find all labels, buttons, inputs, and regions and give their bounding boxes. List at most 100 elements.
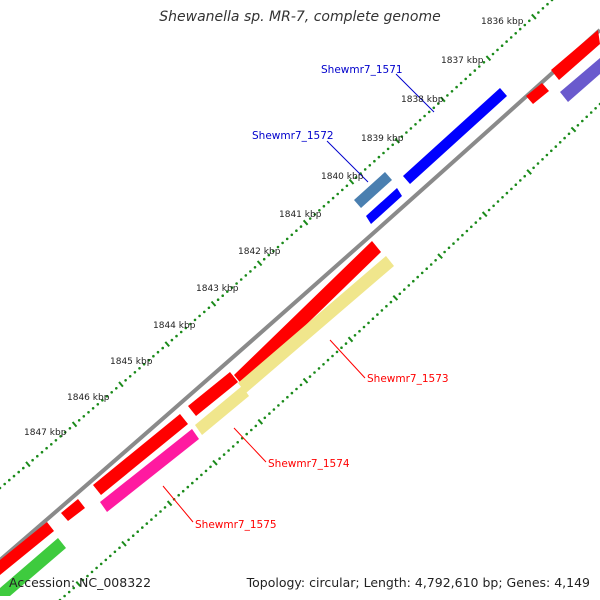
minor-tick-dot bbox=[340, 346, 343, 350]
minor-tick-dot bbox=[177, 493, 180, 497]
tick-label: 1841 kbp bbox=[279, 210, 322, 220]
gene-label-1575[interactable]: Shewmr7_1575 bbox=[195, 519, 277, 531]
minor-tick-dot bbox=[272, 408, 276, 411]
minor-tick-dot bbox=[368, 164, 372, 167]
tick-label: 1847 kbp bbox=[24, 428, 67, 438]
minor-tick-dot bbox=[505, 191, 509, 195]
minor-tick-dot bbox=[110, 391, 113, 394]
minor-tick-dot bbox=[537, 11, 540, 14]
minor-tick-dot bbox=[147, 358, 151, 362]
gene-label-1572[interactable]: Shewmr7_1572 bbox=[252, 130, 334, 142]
gene-reverse-middle[interactable] bbox=[188, 372, 238, 416]
gene-reverse-green[interactable] bbox=[0, 538, 66, 596]
minor-tick-dot bbox=[492, 204, 495, 208]
gene-reverse-1574-khaki[interactable] bbox=[195, 386, 249, 435]
minor-tick-dot bbox=[67, 590, 71, 594]
minor-tick-dot bbox=[204, 469, 208, 473]
minor-tick-dot bbox=[295, 387, 298, 391]
minor-tick-dot bbox=[138, 367, 141, 370]
minor-tick-dot bbox=[465, 229, 469, 233]
minor-tick-dot bbox=[124, 379, 127, 382]
minor-tick-dot bbox=[245, 432, 248, 436]
minor-tick-dot bbox=[487, 208, 491, 212]
major-tick-mark bbox=[394, 137, 400, 144]
minor-tick-dot bbox=[514, 32, 517, 35]
minor-tick-dot bbox=[335, 350, 339, 354]
minor-tick-dot bbox=[218, 457, 221, 460]
minor-tick-dot bbox=[313, 371, 316, 374]
minor-tick-dot bbox=[567, 132, 571, 136]
minor-tick-dot bbox=[376, 313, 379, 316]
minor-tick-dot bbox=[541, 158, 544, 161]
minor-tick-dot bbox=[550, 149, 553, 153]
minor-tick-dot bbox=[505, 40, 508, 43]
gene-reverse-1574[interactable] bbox=[93, 414, 188, 495]
gene-reverse-bottom-left[interactable] bbox=[0, 522, 54, 575]
gene-reverse-top-right-2[interactable] bbox=[526, 83, 549, 104]
minor-tick-dot bbox=[227, 449, 230, 452]
minor-tick-dot bbox=[456, 238, 460, 241]
minor-tick-dot bbox=[500, 44, 504, 47]
minor-tick-dot bbox=[262, 257, 266, 261]
gene-forward-1572-block[interactable] bbox=[354, 172, 392, 208]
minor-tick-dot bbox=[290, 233, 294, 237]
minor-tick-dot bbox=[91, 407, 95, 410]
minor-tick-dot bbox=[272, 249, 275, 253]
minor-tick-dot bbox=[416, 275, 420, 279]
minor-tick-dot bbox=[418, 118, 422, 122]
tick-label: 1838 kbp bbox=[401, 95, 444, 105]
minor-tick-dot bbox=[186, 485, 190, 489]
outer-tick-dots bbox=[0, 0, 554, 490]
minor-tick-dot bbox=[200, 473, 203, 477]
minor-tick-dot bbox=[447, 246, 451, 250]
gene-reverse-1573[interactable] bbox=[234, 241, 381, 386]
gene-labels: Shewmr7_1571 Shewmr7_1572 Shewmr7_1573 S… bbox=[195, 64, 449, 531]
gene-reverse-top-right-1[interactable] bbox=[551, 30, 600, 80]
minor-tick-dot bbox=[437, 102, 440, 105]
minor-tick-dot bbox=[161, 346, 164, 350]
minor-tick-dot bbox=[299, 225, 303, 228]
minor-tick-dot bbox=[523, 23, 527, 27]
gene-forward-1571-arrow[interactable] bbox=[403, 88, 507, 184]
minor-tick-dot bbox=[191, 481, 194, 485]
gene-label-1574[interactable]: Shewmr7_1574 bbox=[268, 458, 350, 470]
gene-reverse-small[interactable] bbox=[61, 499, 85, 521]
tick-label: 1836 kbp bbox=[481, 17, 524, 27]
minor-tick-dot bbox=[405, 131, 408, 134]
minor-tick-dot bbox=[209, 465, 212, 469]
gene-label-1573[interactable]: Shewmr7_1573 bbox=[367, 373, 449, 385]
minor-tick-dot bbox=[175, 334, 178, 338]
gene-reverse-1575[interactable] bbox=[100, 429, 199, 512]
minor-tick-dot bbox=[268, 412, 271, 415]
minor-tick-dot bbox=[398, 292, 402, 296]
gene-label-1571[interactable]: Shewmr7_1571 bbox=[321, 64, 403, 76]
minor-tick-dot bbox=[101, 399, 104, 402]
minor-tick-dot bbox=[131, 534, 135, 537]
minor-tick-dot bbox=[358, 329, 361, 333]
minor-tick-dot bbox=[22, 466, 25, 470]
label-leaders bbox=[162, 73, 435, 523]
gene-reverse-1573-khaki[interactable] bbox=[238, 256, 394, 393]
minor-tick-dot bbox=[133, 371, 137, 374]
minor-tick-dot bbox=[222, 453, 226, 456]
minor-tick-dot bbox=[152, 354, 155, 358]
gene-reverse-slate[interactable] bbox=[560, 58, 600, 102]
minor-tick-dot bbox=[363, 168, 367, 171]
minor-tick-dot bbox=[163, 506, 167, 509]
leader-1571 bbox=[395, 73, 435, 113]
tick-label: 1846 kbp bbox=[67, 393, 110, 403]
minor-tick-dot bbox=[412, 279, 415, 283]
minor-tick-dot bbox=[446, 94, 449, 97]
minor-tick-dot bbox=[425, 267, 429, 271]
minor-tick-dot bbox=[491, 52, 495, 56]
minor-tick-dot bbox=[554, 145, 558, 148]
minor-tick-dot bbox=[86, 574, 89, 578]
minor-tick-dot bbox=[514, 183, 518, 186]
minor-tick-dot bbox=[109, 554, 112, 558]
accession-text: Accession: NC_008322 bbox=[9, 575, 152, 590]
minor-tick-dot bbox=[295, 229, 298, 232]
minor-tick-dot bbox=[509, 36, 513, 39]
gene-forward-small-arrow[interactable] bbox=[366, 188, 402, 224]
major-tick-mark bbox=[166, 500, 173, 507]
minor-tick-dot bbox=[54, 439, 58, 442]
